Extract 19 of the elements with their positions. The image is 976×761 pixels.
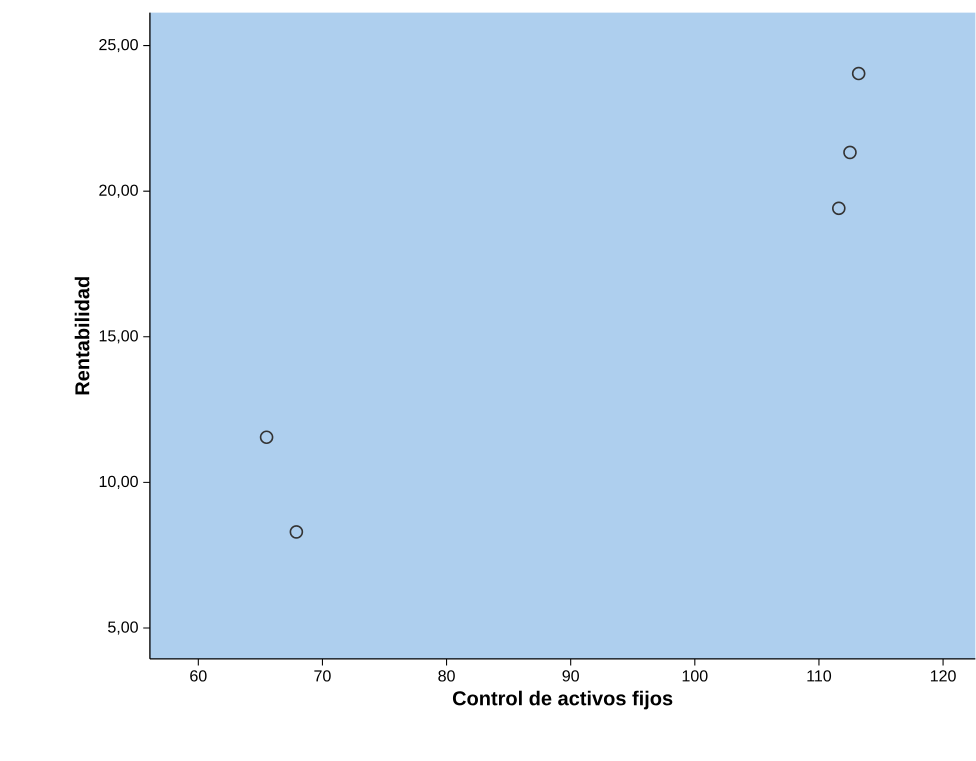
- point: [852, 66, 866, 80]
- y-axis-title: Rentabilidad: [74, 276, 90, 394]
- y-tick-label: 15,00: [100, 330, 138, 344]
- x-tick-label: 80: [438, 670, 455, 682]
- y-tick-label: 10,00: [100, 476, 138, 489]
- x-tick-label: 60: [190, 670, 207, 682]
- x-tick-label: 110: [807, 670, 832, 682]
- x-axis-title: Control de activos fijos: [452, 690, 672, 710]
- y-tick-label: 20,00: [99, 184, 138, 198]
- point: [843, 145, 857, 159]
- y-tick-label: 5,00: [108, 621, 138, 634]
- point: [290, 524, 304, 538]
- x-tick-label: 100: [682, 670, 708, 682]
- x-tick-label: 70: [314, 670, 331, 682]
- point: [832, 201, 846, 215]
- point: [260, 430, 274, 444]
- x-tick-label: 120: [930, 670, 956, 682]
- y-tick-label: 25,00: [99, 38, 138, 52]
- x-tick-label: 90: [562, 670, 579, 682]
